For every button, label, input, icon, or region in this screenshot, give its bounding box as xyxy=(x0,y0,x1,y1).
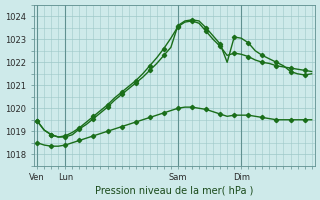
X-axis label: Pression niveau de la mer( hPa ): Pression niveau de la mer( hPa ) xyxy=(95,185,253,195)
